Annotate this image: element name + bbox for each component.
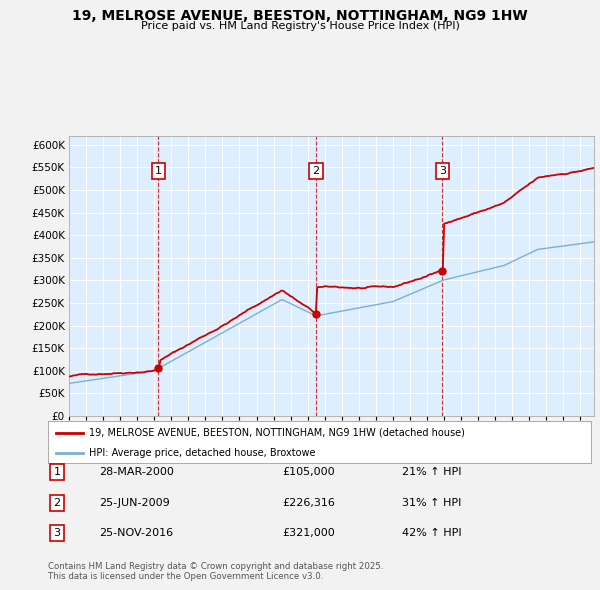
Text: 28-MAR-2000: 28-MAR-2000 — [99, 467, 174, 477]
Text: £226,316: £226,316 — [282, 498, 335, 507]
Text: 1: 1 — [53, 467, 61, 477]
Text: 1: 1 — [155, 166, 162, 176]
Text: 19, MELROSE AVENUE, BEESTON, NOTTINGHAM, NG9 1HW (detached house): 19, MELROSE AVENUE, BEESTON, NOTTINGHAM,… — [89, 428, 464, 438]
Text: 19, MELROSE AVENUE, BEESTON, NOTTINGHAM, NG9 1HW: 19, MELROSE AVENUE, BEESTON, NOTTINGHAM,… — [72, 9, 528, 23]
Text: 25-JUN-2009: 25-JUN-2009 — [99, 498, 170, 507]
Text: 2: 2 — [313, 166, 320, 176]
Text: 25-NOV-2016: 25-NOV-2016 — [99, 529, 173, 538]
Text: 2: 2 — [53, 498, 61, 507]
Text: Contains HM Land Registry data © Crown copyright and database right 2025.
This d: Contains HM Land Registry data © Crown c… — [48, 562, 383, 581]
Text: £321,000: £321,000 — [282, 529, 335, 538]
Text: Price paid vs. HM Land Registry's House Price Index (HPI): Price paid vs. HM Land Registry's House … — [140, 21, 460, 31]
Text: HPI: Average price, detached house, Broxtowe: HPI: Average price, detached house, Brox… — [89, 448, 315, 457]
Text: 3: 3 — [439, 166, 446, 176]
Text: 21% ↑ HPI: 21% ↑ HPI — [402, 467, 461, 477]
Text: 31% ↑ HPI: 31% ↑ HPI — [402, 498, 461, 507]
Text: 42% ↑ HPI: 42% ↑ HPI — [402, 529, 461, 538]
Text: £105,000: £105,000 — [282, 467, 335, 477]
Text: 3: 3 — [53, 529, 61, 538]
